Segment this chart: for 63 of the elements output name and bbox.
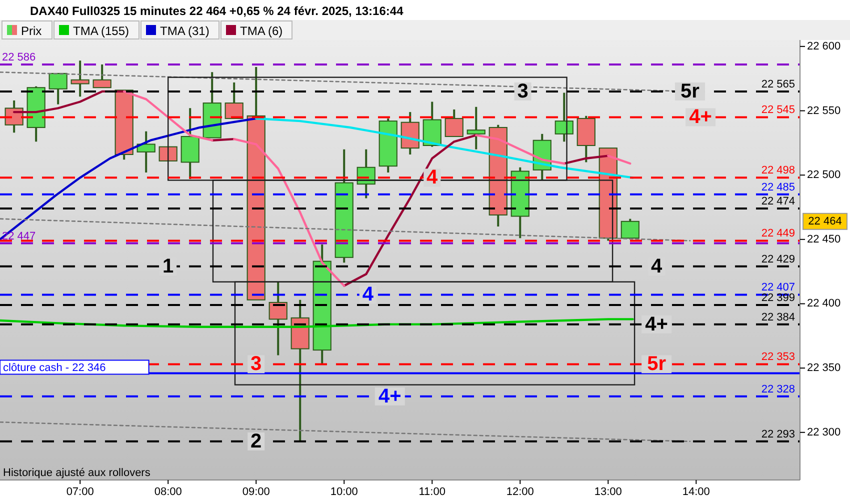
candlestick <box>444 108 464 138</box>
candlestick <box>466 106 486 150</box>
annotation: 1 <box>162 255 174 278</box>
x-tick-label: 09:00 <box>242 486 270 498</box>
ref-line-label: 22 353 <box>761 351 795 364</box>
y-tick-label: 22 400 <box>807 298 841 310</box>
line-series <box>0 318 634 328</box>
annotation: 4 <box>426 166 439 189</box>
x-tick-label: 12:00 <box>506 486 534 498</box>
x-tick-label: 14:00 <box>682 486 710 498</box>
ref-line-label: 22 447 <box>2 230 36 242</box>
ref-line-label: 22 586 <box>2 51 36 64</box>
y-tick-label: 22 300 <box>807 426 841 438</box>
line-series <box>122 90 214 142</box>
y-tick-label: 22 550 <box>807 104 841 117</box>
candlestick <box>554 92 574 143</box>
ref-line-label: 22 399 <box>761 292 795 304</box>
candlestick <box>48 72 68 106</box>
ref-line-label: 22 429 <box>761 253 795 266</box>
ref-line-label: 22 485 <box>761 181 795 194</box>
ref-line-label: 22 449 <box>761 228 795 240</box>
chart-title: DAX40 Full0325 15 minutes 22 464 +0,65 % 24 févr. 2025, 13:16:44 <box>30 4 404 18</box>
annotation: 3 <box>250 353 262 376</box>
candlestick <box>136 130 156 174</box>
x-tick-label: 13:00 <box>594 486 622 498</box>
annotation: 4 <box>650 255 663 278</box>
legend-label: TMA (155) <box>73 24 130 38</box>
x-tick-label: 07:00 <box>66 486 94 498</box>
x-tick-label: 08:00 <box>154 486 182 498</box>
ref-line-label: 22 407 <box>761 282 795 294</box>
legend-label: Prix <box>21 24 42 38</box>
ref-line-label: 22 293 <box>761 428 795 440</box>
annotation: 4+ <box>689 106 712 128</box>
ref-line-label: 22 384 <box>761 311 795 324</box>
y-tick-label: 22 350 <box>807 362 841 374</box>
y-tick-label: 22 500 <box>807 169 841 182</box>
y-tick-label: 22 450 <box>807 233 841 246</box>
ref-line-label: 22 565 <box>761 78 795 90</box>
ref-line-label: 22 498 <box>761 164 795 177</box>
candlestick <box>620 218 640 240</box>
y-tick-label: 22 600 <box>807 40 841 52</box>
legend-label: TMA (31) <box>160 24 210 38</box>
candlestick <box>224 81 244 120</box>
annotation: Historique ajusté aux rollovers <box>3 467 151 479</box>
ref-line-label: 22 545 <box>761 104 795 116</box>
ref-line-label: 22 328 <box>761 383 795 396</box>
candlestick <box>268 280 288 356</box>
legend-label: TMA (6) <box>240 24 283 38</box>
annotation: 3 <box>517 80 528 102</box>
annotation: 5r <box>647 353 666 376</box>
x-tick-label: 11:00 <box>418 486 446 498</box>
line-series <box>0 117 258 241</box>
candlestick <box>92 63 112 89</box>
line-series <box>233 138 346 287</box>
x-tick-label: 10:00 <box>330 486 358 498</box>
annotation: 2 <box>250 430 262 452</box>
ref-line-label: clôture cash - 22 346 <box>3 362 106 374</box>
annotation: 4 <box>362 284 374 306</box>
text: 22 464 <box>808 215 842 228</box>
candlestick <box>70 60 90 98</box>
annotation: 4+ <box>378 385 402 408</box>
annotation: 4+ <box>645 313 668 336</box>
ref-line-label: 22 474 <box>761 196 795 208</box>
